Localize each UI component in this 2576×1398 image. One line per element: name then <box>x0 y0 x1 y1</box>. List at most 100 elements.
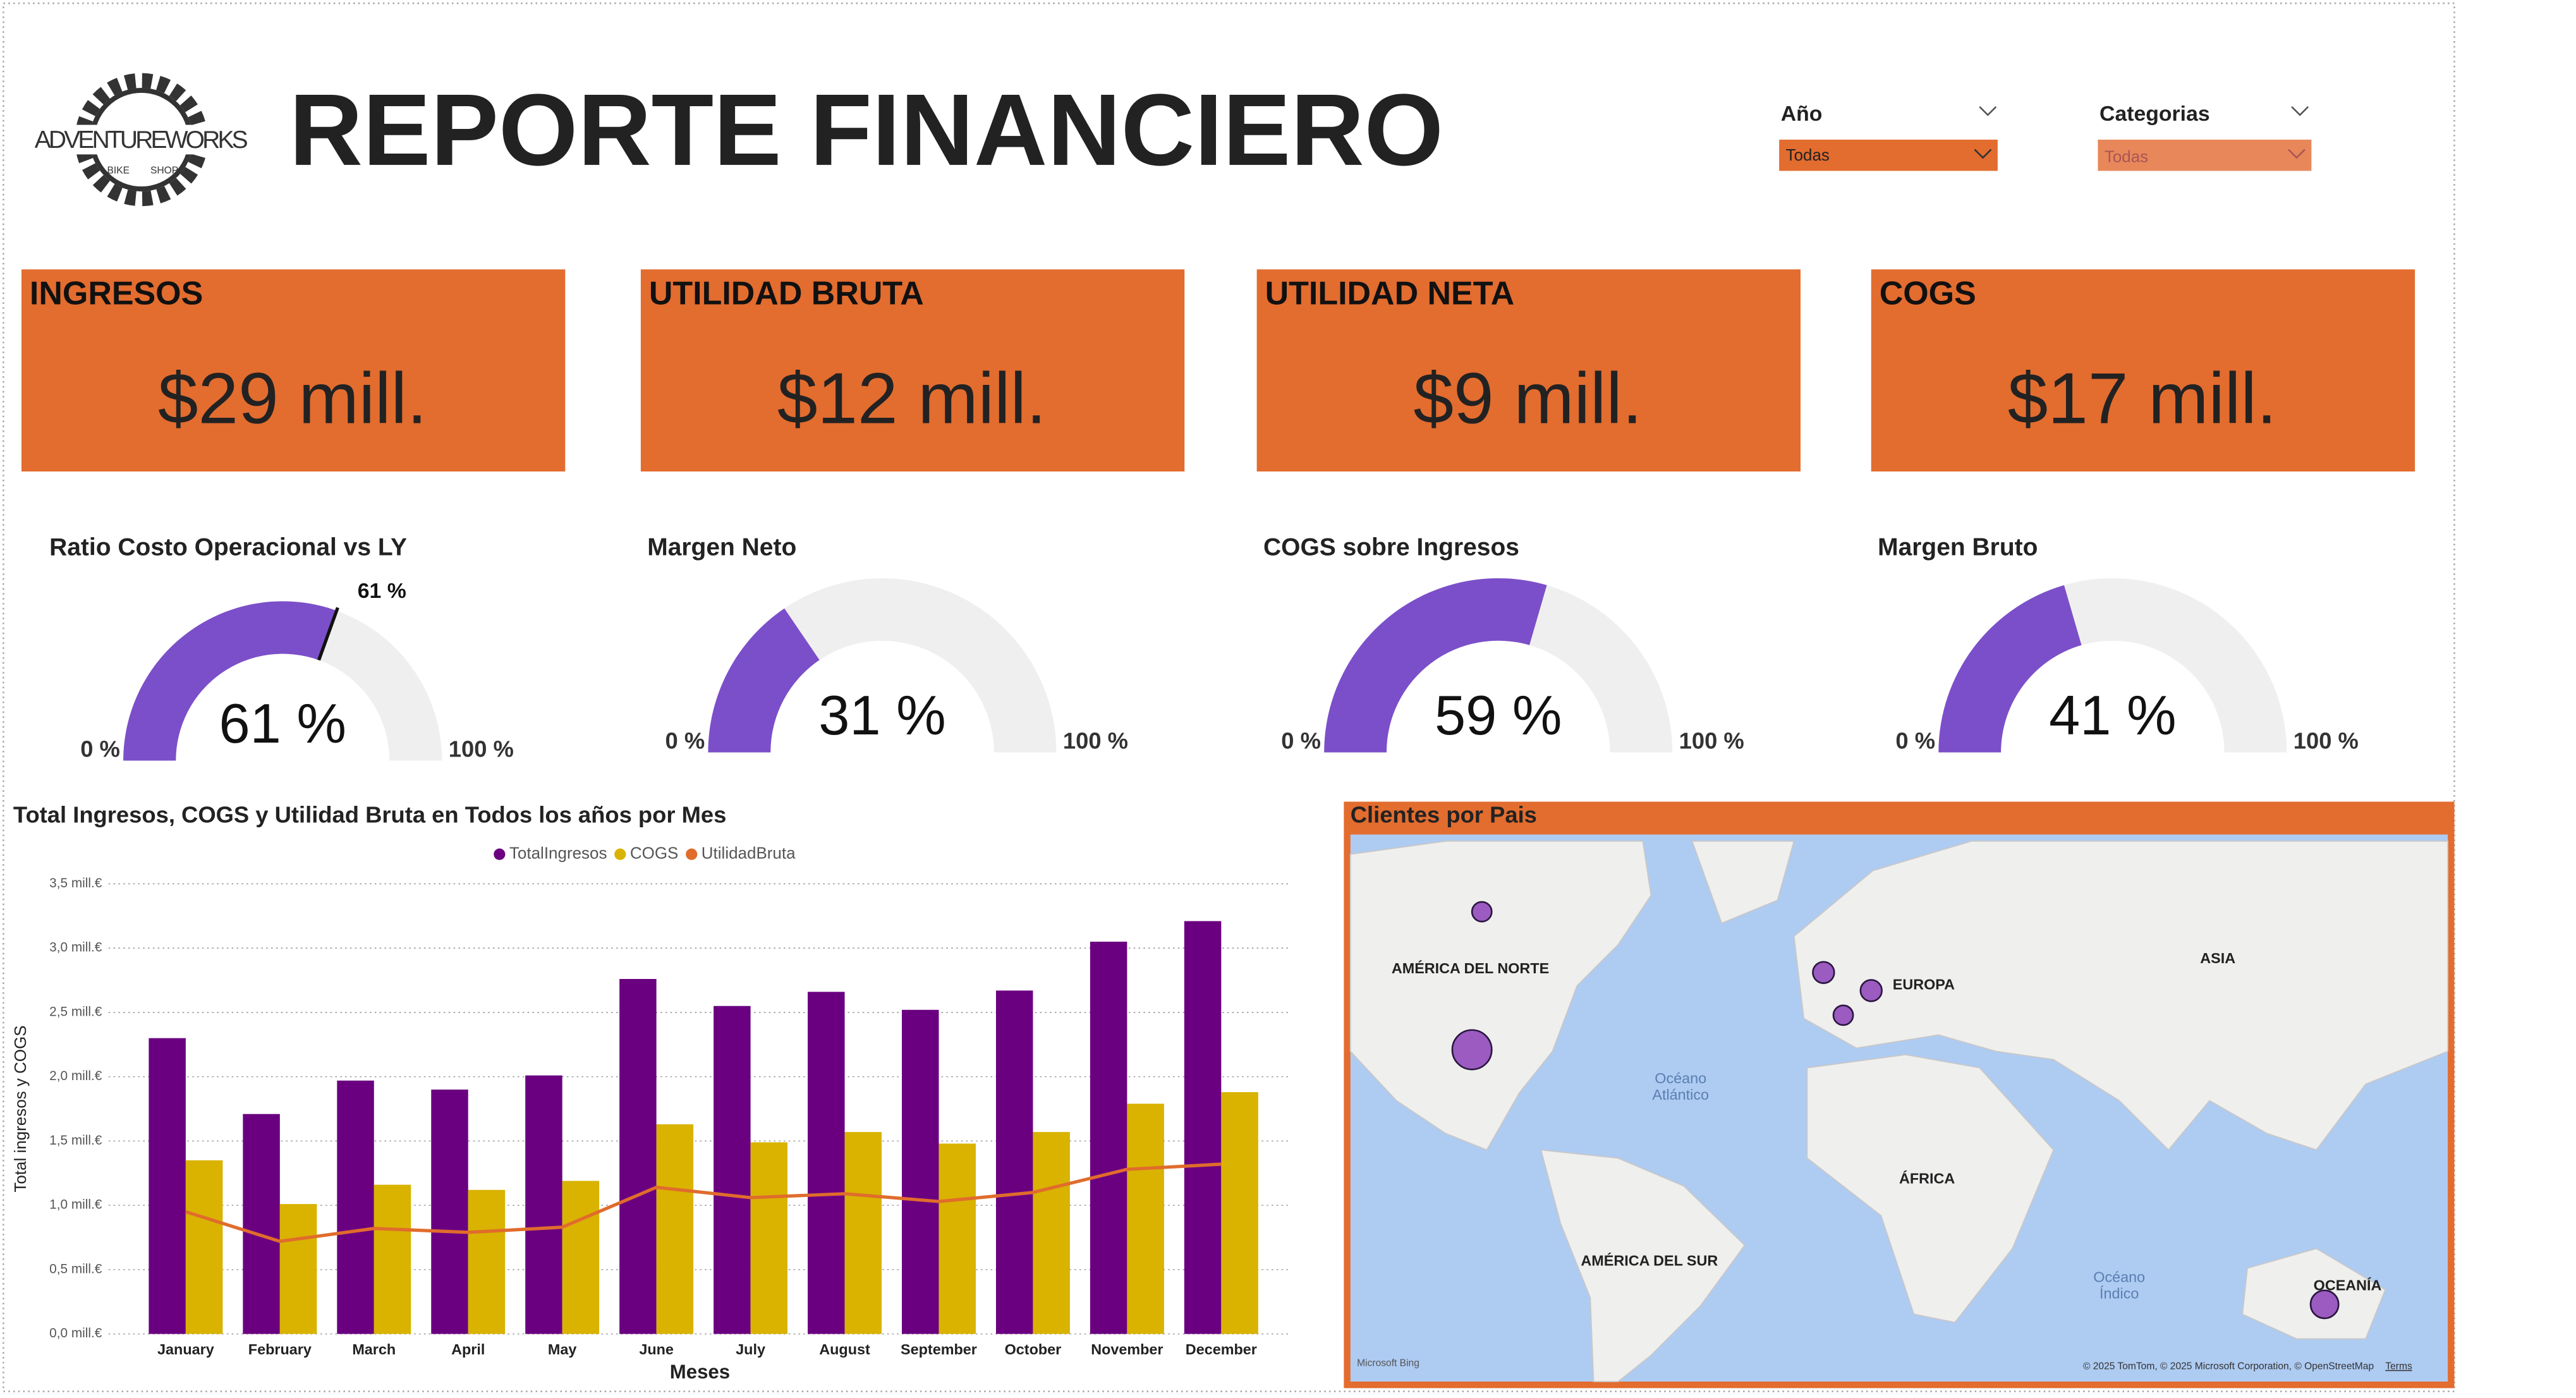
bar <box>279 1204 317 1334</box>
greenland <box>1691 840 1795 925</box>
bar <box>149 1038 186 1334</box>
bar <box>185 1160 223 1334</box>
bubble[interactable] <box>1451 1029 1493 1071</box>
kpi-title: INGRESOS <box>30 276 203 312</box>
gauge-title: Ratio Costo Operacional vs LY <box>49 533 407 561</box>
legend-label: TotalIngresos <box>509 843 607 862</box>
gauge-value-label: 59 % <box>1435 684 1562 746</box>
bar <box>1221 1092 1258 1334</box>
ocean-label: Océano <box>1655 1070 1706 1086</box>
bar <box>1184 921 1222 1334</box>
x-tick-label: November <box>1091 1341 1163 1358</box>
x-axis-label: Meses <box>670 1361 730 1383</box>
logo-band <box>33 125 252 155</box>
bubble[interactable] <box>1832 1004 1854 1026</box>
kpi-value: $29 mill. <box>158 358 427 439</box>
x-tick-label: September <box>901 1341 977 1358</box>
legend-label: COGS <box>630 843 679 862</box>
filter-dropdown[interactable] <box>1779 139 1998 171</box>
bar <box>525 1075 562 1334</box>
dropdown-chevron <box>1974 149 1992 159</box>
gauge-min-label: 0 % <box>1895 727 1935 753</box>
x-tick-label: June <box>639 1341 674 1358</box>
bar <box>901 1009 939 1334</box>
map-attribution: © 2025 TomTom, © 2025 Microsoft Corporat… <box>2083 1361 2374 1372</box>
bubble[interactable] <box>1859 979 1883 1002</box>
filter-year[interactable]: Año Todas <box>1779 102 1998 171</box>
filter-dropdown[interactable] <box>2098 139 2312 171</box>
ocean-labels: Océano Atlántico Océano Índico <box>1652 1070 2145 1302</box>
filter-value: Todas <box>2105 147 2148 166</box>
bar <box>714 1006 751 1334</box>
bar <box>562 1181 600 1334</box>
x-tick-label: January <box>157 1341 214 1358</box>
gauge-value-arc <box>1324 578 1547 753</box>
gauge-min-label: 0 % <box>665 727 705 753</box>
bubbles <box>1451 901 2340 1320</box>
kpi-card <box>1871 269 2415 471</box>
filter-label: Año <box>1781 102 1823 126</box>
gauge-value-label: 41 % <box>2049 684 2176 746</box>
x-tick-label: March <box>352 1341 396 1358</box>
ocean-label: Índico <box>2099 1285 2139 1301</box>
gauge-value-arc <box>1938 585 2082 753</box>
y-tick-label: 1,5 mill.€ <box>49 1133 102 1148</box>
map-terms[interactable]: Terms <box>2385 1361 2412 1372</box>
x-tick-label: February <box>248 1341 312 1358</box>
bubble[interactable] <box>2309 1289 2340 1320</box>
map-visual: Clientes por Pais AMÉRICA DEL NORTE EURO… <box>1344 801 2455 1389</box>
bar <box>431 1090 468 1334</box>
kpi-value: $12 mill. <box>777 358 1047 439</box>
y-tick-label: 1,0 mill.€ <box>49 1198 102 1212</box>
y-tick-label: 2,5 mill.€ <box>49 1004 102 1019</box>
north-america <box>1349 840 1652 1151</box>
kpi-value: $9 mill. <box>1413 358 1642 439</box>
gauge-min-label: 0 % <box>1281 727 1321 753</box>
x-tick-label: August <box>819 1341 870 1358</box>
gauge-value-arc <box>123 601 337 761</box>
gauge-max-label: 100 % <box>1063 727 1128 753</box>
gauge-value-label: 61 % <box>219 692 346 755</box>
filter-chevron <box>2291 106 2309 116</box>
ocean-label: Atlántico <box>1652 1086 1709 1103</box>
gauge-max-label: 100 % <box>449 736 514 762</box>
kpi-card <box>21 269 566 471</box>
gauge-track <box>708 578 1057 753</box>
gauge-target <box>317 607 339 661</box>
line <box>185 1162 1222 1243</box>
bar <box>808 992 845 1334</box>
kpi-title: UTILIDAD BRUTA <box>649 276 924 312</box>
kpi-title: UTILIDAD NETA <box>1265 276 1515 312</box>
filter-chevron <box>1979 106 1997 116</box>
x-tick-label: April <box>451 1341 485 1358</box>
bar <box>1127 1103 1164 1334</box>
gauge-value-arc <box>708 608 820 753</box>
bubble[interactable] <box>1812 961 1835 984</box>
bar <box>1033 1132 1070 1334</box>
south-america <box>1540 1149 1746 1382</box>
region-label: EUROPA <box>1893 976 1955 993</box>
page-title: REPORTE FINANCIERO <box>289 73 1443 187</box>
legend-swatch <box>686 848 698 860</box>
y-axis-label: Total ingresos y COGS <box>11 1025 30 1192</box>
logo-right: SHOP <box>150 165 178 176</box>
gauge-max-label: 100 % <box>1679 727 1744 753</box>
y-tick-label: 0,5 mill.€ <box>49 1261 102 1276</box>
logo-brand: ADVENTUREWORKS <box>35 126 248 154</box>
y-tick-label: 2,0 mill.€ <box>49 1069 102 1083</box>
x-tick-label: July <box>736 1341 765 1358</box>
gauge-title: Margen Bruto <box>1878 533 2038 561</box>
region-label: ASIA <box>2200 950 2235 966</box>
gauge-max-label: 100 % <box>2293 727 2359 753</box>
logo-left: BIKE <box>107 165 130 176</box>
gauge-value-label: 31 % <box>818 684 945 746</box>
x-tick-label: December <box>1186 1341 1257 1358</box>
region-label: AMÉRICA DEL NORTE <box>1392 959 1549 976</box>
bar <box>243 1114 280 1334</box>
bar <box>995 990 1033 1334</box>
y-tick-label: 3,5 mill.€ <box>49 876 102 890</box>
bubble[interactable] <box>1471 901 1493 923</box>
filter-category[interactable]: Categorias Todas <box>2098 102 2312 171</box>
gauge-title: COGS sobre Ingresos <box>1263 533 1519 561</box>
